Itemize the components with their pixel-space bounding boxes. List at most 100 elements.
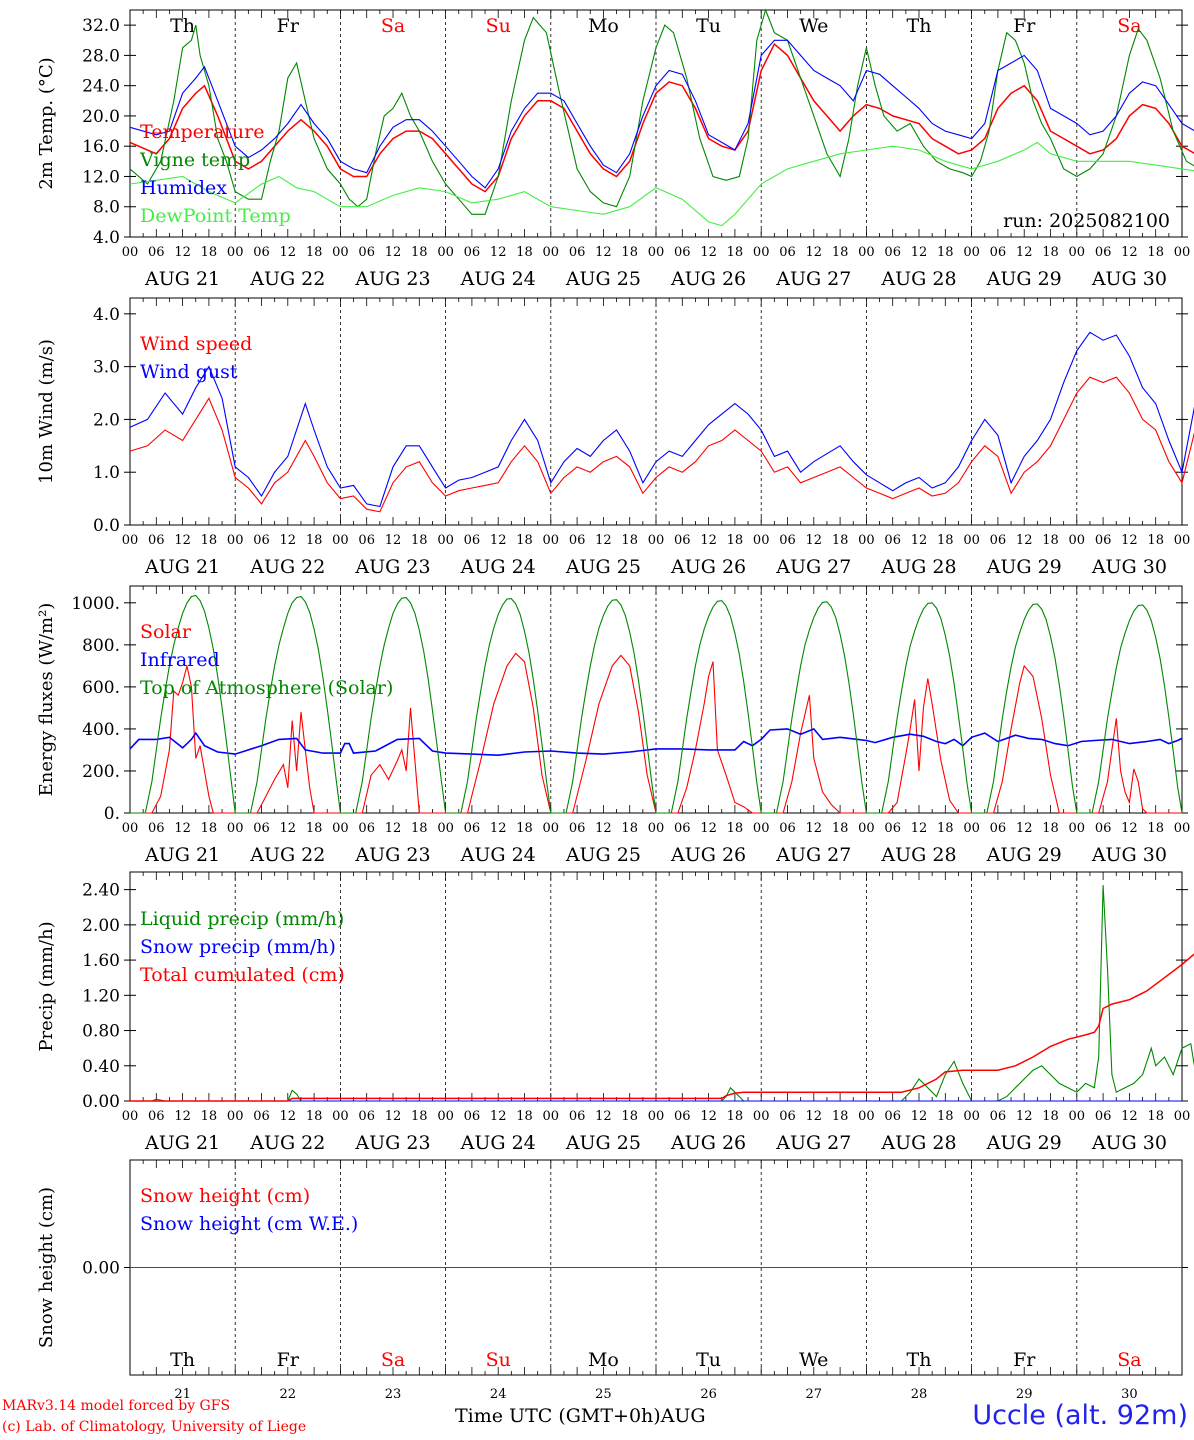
x-hour-label: 12: [595, 245, 612, 260]
x-hour-label: 12: [385, 533, 402, 548]
x-hour-label: 06: [358, 245, 375, 260]
x-hour-label: 06: [148, 821, 165, 836]
x-hour-label: 06: [569, 1109, 586, 1124]
x-hour-label: 06: [674, 533, 691, 548]
legend-entry: Temperature: [140, 121, 264, 143]
x-hour-label: 12: [700, 821, 717, 836]
x-hour-label: 00: [543, 245, 560, 260]
x-hour-label: 12: [490, 245, 507, 260]
day-name-label: Sa: [1117, 15, 1141, 37]
x-hour-label: 18: [516, 245, 533, 260]
x-hour-label: 18: [1042, 821, 1059, 836]
x-hour-label: 18: [727, 821, 744, 836]
x-hour-label: 00: [753, 245, 770, 260]
x-hour-label: 18: [621, 245, 638, 260]
x-hour-label: 18: [411, 245, 428, 260]
x-day-name: Sa: [1117, 1349, 1141, 1371]
x-hour-label: 18: [621, 821, 638, 836]
x-day-name: Tu: [696, 1349, 721, 1371]
legend-entry: Snow height (cm): [140, 1185, 310, 1207]
x-hour-label: 06: [464, 245, 481, 260]
x-hour-label: 18: [621, 1109, 638, 1124]
x-hour-label: 06: [569, 533, 586, 548]
x-day-name: Fr: [1013, 1349, 1036, 1371]
y-tick-label: 24.0: [82, 77, 120, 97]
x-hour-label: 18: [201, 821, 218, 836]
x-date-label: AUG 21: [144, 844, 220, 866]
panel-1: 32.0 28.0 24.0 20.0 16.0 12.0 8.0 4.0 2m Temp. (…: [36, 8, 1194, 290]
x-date-label: AUG 29: [986, 556, 1062, 578]
x-hour-label: 12: [806, 1109, 823, 1124]
day-name-label: Tu: [696, 15, 721, 37]
x-day-number: 25: [595, 1387, 612, 1402]
series-line: [129, 39, 1194, 189]
x-hour-label: 00: [437, 821, 454, 836]
x-date-label: AUG 27: [775, 1132, 851, 1154]
x-hour-label: 06: [779, 1109, 796, 1124]
x-date-label: AUG 21: [144, 556, 220, 578]
x-hour-label: 00: [227, 245, 244, 260]
y-tick-label: 0.0: [93, 516, 120, 536]
y-tick-label: 20.0: [82, 107, 120, 127]
x-hour-label: 12: [1121, 1109, 1138, 1124]
x-hour-label: 12: [1016, 533, 1033, 548]
x-hour-label: 18: [937, 821, 954, 836]
x-hour-label: 00: [437, 533, 454, 548]
x-hour-label: 18: [516, 821, 533, 836]
y-tick-label: 0.00: [82, 1259, 120, 1279]
y-tick-label: 200.: [82, 762, 120, 782]
x-hour-label: 00: [963, 245, 980, 260]
x-hour-label: 06: [884, 245, 901, 260]
legend-entry: Snow height (cm W.E.): [140, 1213, 358, 1235]
x-hour-label: 00: [227, 821, 244, 836]
x-date-label: AUG 28: [880, 844, 956, 866]
x-date-label: AUG 25: [565, 1132, 641, 1154]
x-hour-label: 00: [1174, 245, 1191, 260]
x-hour-label: 12: [911, 245, 928, 260]
x-hour-label: 12: [174, 533, 191, 548]
x-date-label: AUG 21: [144, 268, 220, 290]
x-hour-label: 00: [332, 533, 349, 548]
x-hour-label: 00: [332, 245, 349, 260]
y-tick-label: 0.00: [82, 1092, 120, 1112]
x-hour-label: 12: [174, 1109, 191, 1124]
x-day-number: 27: [806, 1387, 823, 1402]
x-hour-label: 06: [464, 533, 481, 548]
x-hour-label: 06: [1095, 245, 1112, 260]
x-day-name: Su: [486, 1349, 511, 1371]
x-hour-label: 18: [1042, 533, 1059, 548]
x-date-label: AUG 29: [986, 268, 1062, 290]
series-line: [129, 8, 1194, 215]
x-hour-label: 00: [122, 533, 139, 548]
x-hour-label: 18: [937, 1109, 954, 1124]
legend-entry: Infrared: [140, 649, 220, 671]
x-hour-label: 12: [1016, 245, 1033, 260]
y-tick-label: 1.60: [82, 951, 120, 971]
x-date-label: AUG 22: [249, 844, 325, 866]
series-line: [129, 331, 1194, 508]
x-hour-label: 12: [1016, 1109, 1033, 1124]
x-date-label: AUG 22: [249, 268, 325, 290]
x-hour-label: 00: [648, 245, 665, 260]
x-hour-label: 06: [884, 1109, 901, 1124]
x-hour-label: 00: [1174, 533, 1191, 548]
x-date-label: AUG 28: [880, 1132, 956, 1154]
legend-entry: Vigne temp: [139, 149, 250, 171]
series-line: [130, 953, 1194, 1102]
y-tick-label: 2.0: [93, 410, 120, 430]
y-tick-label: 32.0: [82, 16, 120, 36]
x-date-label: AUG 24: [460, 1132, 536, 1154]
y-tick-label: 1.20: [82, 986, 120, 1006]
x-hour-label: 12: [806, 533, 823, 548]
x-hour-label: 12: [174, 245, 191, 260]
y-tick-label: 12.0: [82, 167, 120, 187]
x-day-number: 23: [385, 1387, 402, 1402]
x-hour-label: 18: [516, 533, 533, 548]
x-date-label: AUG 23: [354, 844, 430, 866]
x-date-label: AUG 30: [1091, 1132, 1167, 1154]
x-hour-label: 06: [1095, 533, 1112, 548]
x-hour-label: 00: [963, 533, 980, 548]
x-hour-label: 12: [595, 533, 612, 548]
y-tick-label: 0.80: [82, 1022, 120, 1042]
x-hour-label: 12: [1121, 533, 1138, 548]
